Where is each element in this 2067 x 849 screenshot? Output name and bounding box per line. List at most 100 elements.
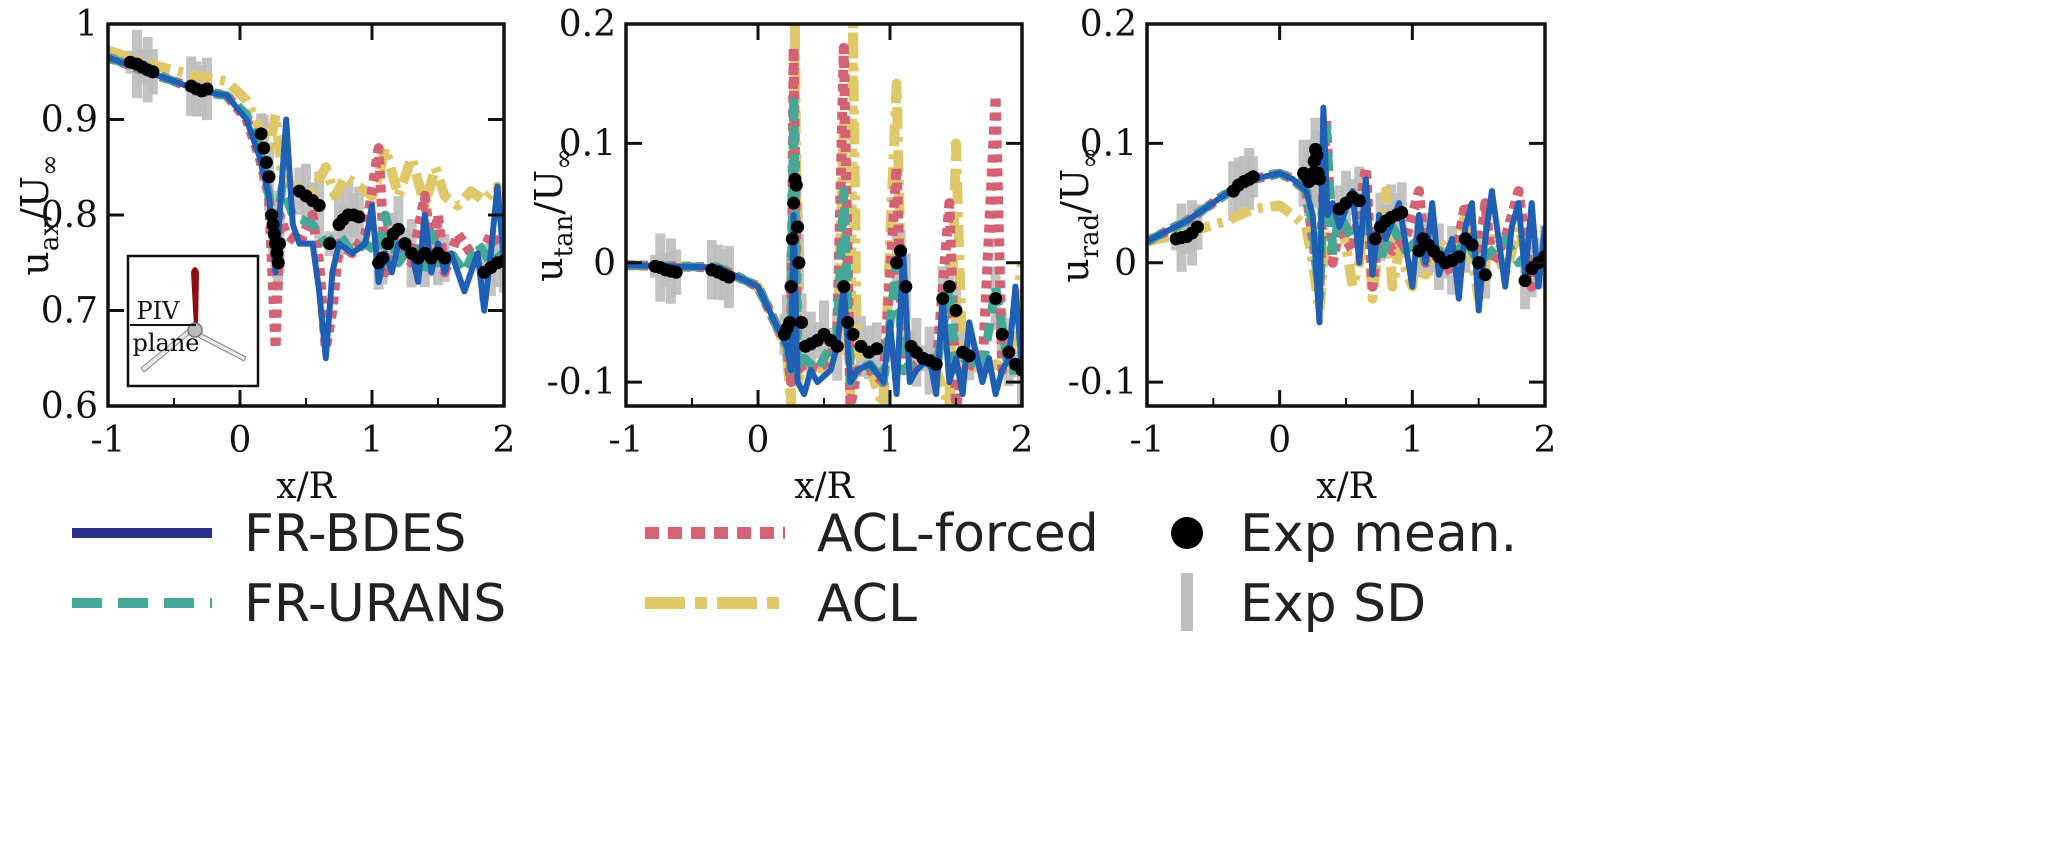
- turbine-hub-icon: [187, 322, 203, 338]
- x-tick-label: 2: [493, 420, 516, 461]
- legend-item-acl: ACL: [645, 574, 917, 634]
- y-tick-label: -0.1: [547, 362, 616, 403]
- legend-label: ACL: [817, 574, 917, 634]
- series-line-fr-bdes: [626, 212, 1022, 398]
- exp-mean-point: [323, 237, 337, 251]
- y-label-main: u: [527, 257, 571, 281]
- exp-mean-point: [1368, 232, 1382, 246]
- exp-mean-point: [783, 315, 797, 329]
- panel-urad: -1 0 1 2 -0.1 0 0.1 0.2 x/R urad/U∞: [1053, 4, 1556, 507]
- legend-label: ACL-forced: [817, 504, 1099, 564]
- y-label-inf: ∞: [35, 154, 65, 176]
- x-tick-label: 2: [1534, 420, 1557, 461]
- legend-item-exp-sd: Exp SD: [1181, 573, 1426, 634]
- exp-mean-point: [352, 210, 366, 224]
- exp-mean-point: [1352, 194, 1366, 208]
- y-tick-label: -0.1: [1068, 362, 1137, 403]
- y-tick-label: 0: [1114, 243, 1137, 284]
- exp-mean-point: [391, 222, 405, 236]
- y-tick-label: 0.8: [41, 195, 98, 236]
- legend-bar: [1181, 573, 1193, 631]
- exp-mean-point: [398, 237, 412, 251]
- y-axis-label: uax/U∞: [13, 154, 65, 275]
- plot-area-urad: [1147, 104, 1545, 326]
- legend-label: FR-URANS: [244, 574, 506, 634]
- exp-mean-point: [722, 270, 736, 284]
- exp-mean-point: [795, 315, 809, 329]
- exp-mean-point: [949, 304, 963, 317]
- y-label-main: u: [13, 251, 57, 275]
- exp-mean-point: [942, 280, 956, 294]
- y-tick-label: 0.1: [559, 123, 616, 164]
- x-tick-label: 1: [879, 420, 902, 461]
- plot-area-uax: [108, 29, 504, 362]
- legend-item-fr-urans: FR-URANS: [72, 574, 506, 634]
- legend-item-acl-forced: ACL-forced: [645, 504, 1099, 564]
- exp-mean-point: [899, 280, 913, 294]
- exp-mean-point: [789, 178, 803, 192]
- y-label-inf: ∞: [1075, 147, 1105, 169]
- legend-item-fr-bdes: FR-BDES: [72, 504, 466, 564]
- inset-label-bottom: plane: [132, 329, 199, 357]
- inset-piv-plane: PIV plane: [126, 254, 260, 388]
- exp-mean-point: [273, 237, 287, 251]
- exp-mean-point: [669, 265, 683, 279]
- y-label-inf: ∞: [549, 148, 579, 170]
- inset-label-top: PIV: [137, 297, 181, 325]
- exp-mean-point: [259, 155, 273, 169]
- exp-mean-point: [146, 65, 160, 79]
- exp-mean-point: [1190, 220, 1204, 234]
- exp-mean-point: [254, 127, 268, 141]
- y-tick-label: 0.1: [1080, 123, 1137, 164]
- legend-item-exp-mean: Exp mean.: [1171, 504, 1517, 564]
- x-tick-label: 1: [1401, 420, 1424, 461]
- exp-mean-point: [312, 198, 326, 212]
- exp-mean-point: [929, 357, 943, 371]
- y-tick-label: 0.9: [41, 100, 98, 141]
- y-tick-label: 0: [593, 243, 616, 284]
- exp-mean-point: [1002, 345, 1016, 359]
- exp-mean-point: [262, 170, 276, 184]
- x-axis-label: x/R: [794, 466, 854, 507]
- exp-mean-point: [841, 315, 855, 329]
- x-tick-label: -1: [1129, 420, 1164, 461]
- y-label-sub: ax: [35, 221, 65, 252]
- legend-marker: [1171, 517, 1203, 549]
- exp-mean-point: [894, 244, 908, 258]
- x-tick-label: 2: [1011, 420, 1034, 461]
- exp-mean-point: [265, 208, 279, 222]
- x-axis-label: x/R: [276, 466, 336, 507]
- series-line-acl: [108, 45, 504, 217]
- exp-mean-point: [1312, 172, 1326, 186]
- exp-mean-point: [1246, 170, 1260, 184]
- y-label-den: /U: [13, 176, 57, 221]
- exp-mean-point: [1465, 238, 1479, 252]
- exp-mean-point: [936, 292, 950, 306]
- exp-mean-point: [1310, 148, 1324, 162]
- panel-uax: -1 0 1 2 0.6 0.7 0.8 0.9 1 x/R uax/U∞ PIV plane: [13, 4, 515, 507]
- x-tick-label: -1: [608, 420, 643, 461]
- exp-mean-point: [257, 141, 271, 155]
- exp-mean-point: [267, 227, 281, 241]
- x-tick-label: -1: [90, 420, 125, 461]
- exp-mean-point: [890, 256, 904, 270]
- legend: FR-BDES FR-URANS ACL-forced ACL Exp mean. Exp…: [72, 504, 1517, 634]
- exp-mean-point: [870, 342, 884, 356]
- legend-label: FR-BDES: [244, 504, 466, 564]
- x-tick-label: 0: [1268, 420, 1291, 461]
- y-tick-label: 0.6: [41, 386, 98, 427]
- exp-mean-point: [271, 256, 285, 270]
- y-tick-label: 1: [75, 4, 98, 45]
- x-tick-label: 0: [747, 420, 770, 461]
- series-line-fr-bdes: [108, 54, 504, 362]
- y-label-sub: rad: [1075, 214, 1105, 259]
- exp-mean-point: [1452, 250, 1466, 264]
- exp-mean-point: [962, 349, 976, 363]
- plot-area-utan: [626, 24, 1022, 406]
- y-label-den: /U: [1053, 169, 1097, 214]
- exp-mean-point: [791, 220, 805, 234]
- exp-mean-point: [438, 251, 452, 265]
- exp-mean-point: [785, 232, 799, 246]
